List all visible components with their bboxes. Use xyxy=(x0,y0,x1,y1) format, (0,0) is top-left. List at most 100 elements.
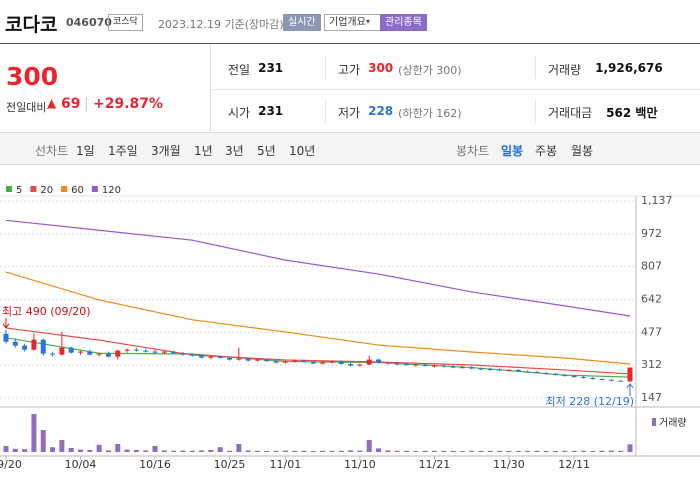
realtime-button[interactable]: 실시간 xyxy=(283,14,321,31)
volume-bar xyxy=(87,450,93,452)
candle-body xyxy=(143,350,149,352)
volume-bar xyxy=(22,449,28,452)
dropdown-icon: ▾ xyxy=(366,17,371,26)
period-tab[interactable]: 5년 xyxy=(257,144,276,158)
candle-body xyxy=(552,373,558,376)
period-tab[interactable]: 1일 xyxy=(76,144,95,158)
candle-body xyxy=(105,353,111,357)
volume-bar xyxy=(59,440,65,452)
period-tab[interactable]: 3개월 xyxy=(151,144,181,158)
volume-bar xyxy=(348,450,354,452)
legend-label: 60 xyxy=(71,185,84,196)
quote-value: 1,926,676 xyxy=(595,61,663,75)
volume-bar xyxy=(459,451,465,452)
candle-body xyxy=(487,369,493,371)
period-tab[interactable]: 1주일 xyxy=(108,144,138,158)
volume-bar xyxy=(487,450,493,452)
candle-body xyxy=(115,350,121,357)
period-tab[interactable]: 10년 xyxy=(289,144,316,158)
candle-body xyxy=(227,358,233,360)
x-tick-label: 11/21 xyxy=(419,458,451,471)
volume-bar xyxy=(282,450,288,452)
candle-body xyxy=(68,347,74,353)
y-tick-label: 147 xyxy=(641,391,662,404)
candle-body xyxy=(459,367,465,369)
volume-bar xyxy=(385,450,391,452)
candle-body xyxy=(450,366,456,368)
change-pct: +29.87% xyxy=(93,96,164,112)
candle-body xyxy=(338,361,344,364)
volume-bar xyxy=(338,450,344,452)
candle-body xyxy=(273,361,279,363)
volume-bar xyxy=(3,446,9,452)
candle-body xyxy=(580,377,586,379)
change-label: 전일대비 xyxy=(6,101,47,114)
candle-body xyxy=(171,351,177,354)
volume-bar xyxy=(310,451,316,452)
candle-body xyxy=(534,371,540,374)
quote-value: 300 xyxy=(368,61,394,75)
volume-bar xyxy=(590,450,596,452)
volume-bar xyxy=(599,450,605,452)
candle-body xyxy=(385,362,391,364)
y-tick-label: 807 xyxy=(641,260,662,273)
candle-body xyxy=(59,347,65,355)
period-tab[interactable]: 3년 xyxy=(225,144,244,158)
stock-name: 코다코 xyxy=(5,14,58,36)
x-tick-label: 10/16 xyxy=(139,458,171,471)
volume-bar xyxy=(254,450,260,452)
x-tick-label: 09/20 xyxy=(0,458,22,471)
volume-bar xyxy=(497,450,503,452)
volume-bar xyxy=(171,450,177,452)
candle-tab[interactable]: 일봉 xyxy=(501,144,524,158)
volume-bar xyxy=(515,450,521,452)
candle-body xyxy=(562,375,568,377)
arrow xyxy=(2,318,10,329)
volume-bar xyxy=(366,440,372,452)
volume-bar xyxy=(506,451,512,452)
divider xyxy=(535,55,536,79)
candle-body xyxy=(301,360,307,362)
candle-body xyxy=(618,380,624,382)
volume-bar xyxy=(217,447,223,452)
volume-bar xyxy=(180,450,186,452)
period-tab[interactable]: 1년 xyxy=(194,144,213,158)
candle-body xyxy=(469,367,475,369)
arrow xyxy=(626,383,634,396)
candle-body xyxy=(515,369,521,372)
volume-bar xyxy=(320,450,326,452)
volume-bar xyxy=(31,414,37,452)
x-tick-label: 12/11 xyxy=(558,458,590,471)
quote-value: 562 백만 xyxy=(606,106,658,120)
volume-bar xyxy=(422,450,428,452)
candle-body xyxy=(133,349,139,351)
candle-body xyxy=(254,359,260,361)
candle-body xyxy=(525,371,531,373)
candle-body xyxy=(292,360,298,362)
candle-body xyxy=(431,365,437,367)
volume-bar xyxy=(236,444,242,452)
y-tick-label: 642 xyxy=(641,293,662,306)
legend-swatch xyxy=(30,186,37,192)
candle-body xyxy=(394,363,400,365)
volume-bar xyxy=(552,450,558,452)
price: 300 xyxy=(6,62,59,91)
volume-bar xyxy=(543,451,549,452)
candle-body xyxy=(152,351,158,353)
quote-label: 거래대금 xyxy=(548,106,593,120)
candle-body xyxy=(329,361,335,363)
volume-bar xyxy=(133,450,139,452)
legend-swatch xyxy=(91,186,98,192)
high-annotation: 최고 490 (09/20) xyxy=(2,305,91,318)
x-tick-label: 11/30 xyxy=(493,458,525,471)
volume-bar xyxy=(403,450,409,452)
warning-badge[interactable]: 관리종목 xyxy=(380,14,427,31)
candle-tab[interactable]: 월봉 xyxy=(571,144,594,158)
candle-tab[interactable]: 주봉 xyxy=(535,144,558,158)
quote-label: 전일 xyxy=(228,63,251,77)
quote-note: (하한가 162) xyxy=(398,107,462,120)
candle-body xyxy=(590,377,596,380)
legend-swatch xyxy=(6,186,12,192)
volume-bar xyxy=(357,450,363,452)
